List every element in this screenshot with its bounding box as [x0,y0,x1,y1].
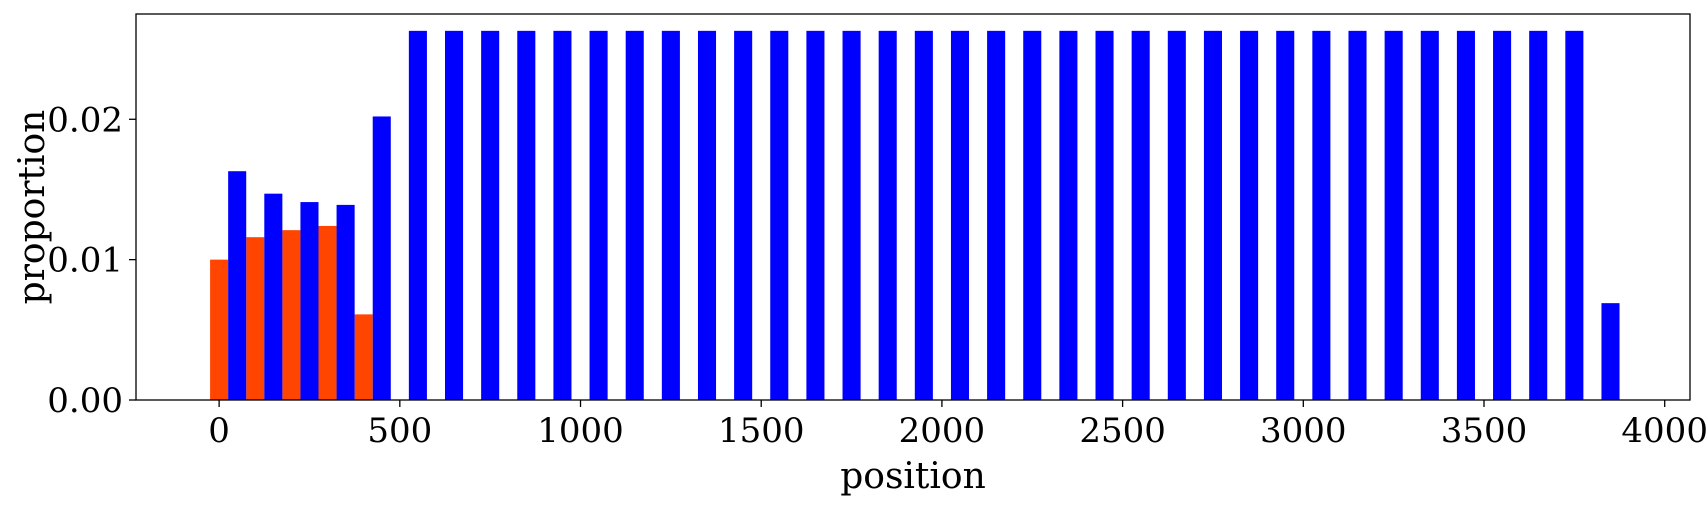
bar-series2-12 [661,30,680,401]
x-tick-label: 4000 [1621,411,1708,451]
bar-series2-9 [553,30,572,401]
bar-series2-19 [914,30,933,401]
bar-series2-37 [1565,30,1584,401]
x-tick-label: 1000 [537,411,624,451]
bar-series2-3 [336,204,355,400]
bar-series2-18 [878,30,897,401]
bar-series1-3 [318,225,337,400]
bar-series2-20 [950,30,970,401]
bar-series2-2 [300,202,319,400]
bar-series2-1 [264,193,283,400]
bar-series2-10 [589,30,608,401]
bar-series1-0 [210,259,229,400]
x-tick-label: 3000 [1260,411,1347,451]
bar-series2-30 [1312,30,1331,401]
x-tick-label: 3500 [1441,411,1528,451]
bar-series2-16 [806,30,825,401]
y-tick-label: 0.02 [47,100,123,140]
y-tick-label: 0.01 [47,241,123,281]
bar-series2-6 [444,30,464,401]
bar-series2-26 [1167,30,1186,401]
bar-series1-2 [282,230,301,400]
bar-series2-28 [1240,30,1259,401]
bar-series2-11 [625,30,644,401]
x-axis-ticks: 0 500 1000 1500 2000 2500 3000 3500 4000 [208,400,1708,451]
bar-series2-8 [517,30,536,401]
bar-series2-14 [734,30,753,401]
bars-layer [210,30,1620,401]
bar-series2-33 [1420,30,1439,401]
bar-series2-5 [408,30,427,401]
bar-series2-38 [1601,303,1620,400]
y-axis-title: proportion [12,110,53,305]
bar-series2-7 [481,30,500,401]
bar-series2-34 [1456,30,1475,401]
bar-series2-35 [1493,30,1512,401]
bar-series2-36 [1529,30,1548,401]
y-tick-label: 0.00 [47,381,123,421]
x-tick-label: 1500 [718,411,805,451]
x-tick-label: 0 [208,411,230,451]
x-tick-label: 2000 [899,411,986,451]
bar-series2-29 [1276,30,1295,401]
x-tick-label: 500 [367,411,432,451]
bar-series2-13 [697,30,717,401]
bar-series2-27 [1203,30,1222,401]
bar-series2-31 [1348,30,1367,401]
bar-series2-25 [1131,30,1150,401]
x-tick-label: 2500 [1079,411,1166,451]
bar-series2-15 [770,30,789,401]
bar-series2-22 [1023,30,1042,401]
bar-series2-21 [987,30,1006,401]
bar-series2-17 [842,30,861,401]
x-axis-title: position [840,456,986,497]
plot-frame [135,13,1691,401]
bar-series2-23 [1059,30,1078,401]
bar-series2-4 [372,116,391,400]
bar-series2-32 [1384,30,1403,401]
bar-series2-0 [228,171,247,400]
bar-series1-1 [246,237,265,400]
bar-series2-24 [1095,30,1114,401]
y-axis-ticks: 0.00 0.01 0.02 [47,100,136,421]
bar-series1-4 [354,314,373,400]
